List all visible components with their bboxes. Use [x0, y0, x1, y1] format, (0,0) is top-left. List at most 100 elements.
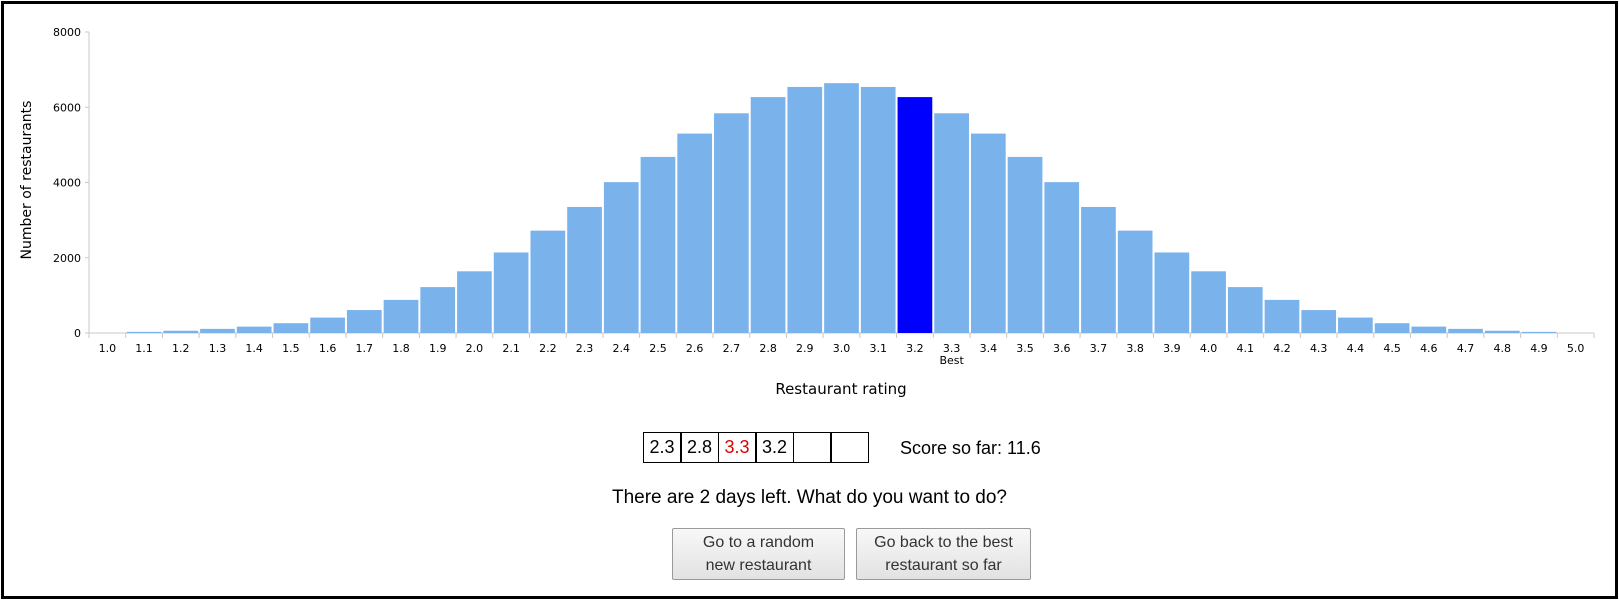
bar	[1007, 156, 1043, 333]
x-tick-label: 3.7	[1090, 342, 1108, 355]
y-tick-label: 4000	[53, 177, 81, 190]
bar	[346, 310, 382, 333]
x-tick-label: 1.1	[135, 342, 153, 355]
history-cell-empty	[830, 432, 869, 463]
history-cell: 2.3	[642, 432, 682, 463]
bar	[1117, 230, 1153, 333]
y-tick-labels: 0 2000 4000 6000 8000	[53, 26, 89, 340]
history-cell-empty	[792, 432, 832, 463]
bar	[787, 86, 823, 334]
bar	[1301, 310, 1337, 333]
best-restaurant-button[interactable]: Go back to the best restaurant so far	[856, 528, 1031, 580]
bar	[1448, 328, 1483, 333]
prompt-text: There are 2 days left. What do you want …	[611, 487, 1007, 508]
y-tick-label: 2000	[53, 252, 81, 265]
bar	[1227, 287, 1263, 333]
x-tick-label: 1.7	[356, 342, 374, 355]
x-tick-label: 2.3	[576, 342, 594, 355]
bar	[126, 331, 162, 333]
x-tick-label: 4.0	[1200, 342, 1218, 355]
x-tick-label: 2.4	[613, 342, 631, 355]
bar	[383, 299, 419, 333]
x-tick-label: 4.9	[1530, 342, 1548, 355]
bar	[1044, 182, 1080, 333]
bar	[1154, 252, 1190, 333]
bar	[1264, 299, 1300, 333]
bar	[1081, 206, 1116, 333]
x-tick-label: 4.1	[1237, 342, 1255, 355]
x-tick-label: 1.0	[99, 342, 117, 355]
x-tick-label: 3.6	[1053, 342, 1071, 355]
bar	[860, 86, 896, 334]
bar	[824, 83, 859, 333]
x-tick-label: 3.0	[833, 342, 851, 355]
x-tick-label: 2.7	[723, 342, 741, 355]
bar	[603, 182, 639, 333]
x-tick-label: 1.9	[429, 342, 447, 355]
x-tick-label: 4.4	[1347, 342, 1365, 355]
x-tick-label: 5.0	[1567, 342, 1585, 355]
score-display: Score so far: 11.6	[900, 438, 1041, 458]
x-tick-label: 2.0	[466, 342, 484, 355]
bar	[310, 317, 345, 333]
x-tick-label: 4.6	[1420, 342, 1438, 355]
bar	[273, 323, 309, 333]
x-tick-label: 2.5	[649, 342, 667, 355]
x-tick-labels: 1.0 1.1 1.2 1.3 1.4 1.5 1.6 1.7 1.8 1.9 2.0 2.1 2.2 2…	[88, 333, 1595, 367]
x-tick-label-best: 3.3	[943, 342, 961, 355]
x-tick-label: 3.2	[906, 342, 924, 355]
bar-current	[897, 97, 933, 333]
x-tick-label: 4.3	[1310, 342, 1328, 355]
bar	[970, 133, 1006, 333]
x-tick-label: 3.8	[1126, 342, 1144, 355]
rating-histogram: 1.0 1.1 1.2 1.3 1.4 1.5 1.6 1.7 1.8 1.9 2.0 2.1 2.2 2…	[19, 26, 1595, 398]
history-cell: 3.2	[755, 432, 794, 463]
x-tick-label: 1.3	[209, 342, 227, 355]
bar	[714, 113, 749, 334]
bar	[934, 113, 969, 334]
bar	[530, 230, 566, 333]
bar	[420, 287, 456, 333]
y-axis-label: Number of restaurants	[19, 101, 35, 260]
bar	[640, 156, 676, 333]
bar	[750, 97, 786, 333]
bar	[1374, 323, 1410, 333]
x-tick-label: 4.7	[1457, 342, 1475, 355]
x-tick-label: 4.5	[1383, 342, 1401, 355]
x-tick-label: 3.5	[1016, 342, 1034, 355]
bar	[1521, 331, 1557, 333]
y-tick-label: 6000	[53, 101, 81, 114]
history-cell: 2.8	[680, 432, 719, 463]
history-strip: 2.3 2.8 3.3 3.2	[642, 432, 869, 463]
bar	[200, 328, 235, 333]
x-tick-label: 3.9	[1163, 342, 1181, 355]
x-axis-label: Restaurant rating	[775, 380, 906, 398]
bar	[1411, 326, 1447, 333]
bar	[1484, 330, 1520, 333]
x-tick-label: 1.2	[172, 342, 190, 355]
random-restaurant-button[interactable]: Go to a random new restaurant	[672, 528, 845, 580]
bar	[567, 206, 602, 333]
random-button-label: Go to a random new restaurant	[702, 534, 815, 574]
y-tick-label: 8000	[53, 26, 81, 39]
x-tick-label: 1.4	[245, 342, 263, 355]
y-tick-label: 0	[74, 327, 81, 340]
bar	[677, 133, 713, 333]
x-tick-label: 1.8	[392, 342, 410, 355]
best-button-label: Go back to the best restaurant so far	[874, 534, 1013, 574]
x-tick-label: 4.8	[1493, 342, 1511, 355]
x-tick-label: 4.2	[1273, 342, 1291, 355]
bar	[236, 326, 272, 333]
history-cell-best: 3.3	[717, 432, 757, 463]
x-tick-label: 2.1	[502, 342, 520, 355]
x-tick-label: 2.6	[686, 342, 704, 355]
x-tick-label: 3.1	[869, 342, 887, 355]
x-tick-label: 1.6	[319, 342, 337, 355]
bar	[163, 330, 199, 333]
x-tick-label: 2.8	[759, 342, 777, 355]
bar	[1191, 271, 1226, 333]
bar	[1338, 317, 1373, 333]
x-tick-label: 1.5	[282, 342, 300, 355]
bar	[457, 271, 492, 333]
x-tick-label: 2.2	[539, 342, 557, 355]
